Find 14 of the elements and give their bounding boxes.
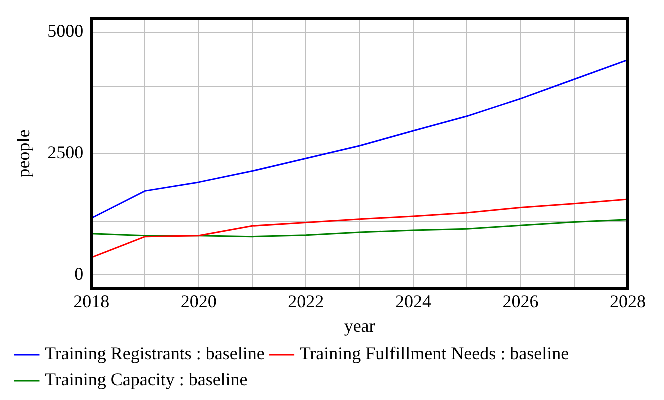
y-tick-label: 0 (74, 264, 84, 284)
x-axis-title: year (344, 316, 376, 336)
y-tick-label: 5000 (48, 21, 84, 42)
x-tick-label: 2028 (610, 291, 646, 312)
legend-label: Training Fulfillment Needs : baseline (300, 344, 570, 364)
x-tick-label: 2020 (180, 291, 217, 312)
y-tick-label: 2500 (48, 142, 84, 163)
x-tick-label: 2018 (74, 291, 110, 312)
y-axis-title: people (14, 130, 34, 178)
x-tick-label: 2026 (502, 291, 539, 312)
legend-label: Training Registrants : baseline (45, 344, 265, 364)
x-tick-label: 2022 (288, 291, 324, 312)
x-tick-label: 2024 (395, 291, 432, 312)
legend-label: Training Capacity : baseline (45, 370, 248, 390)
